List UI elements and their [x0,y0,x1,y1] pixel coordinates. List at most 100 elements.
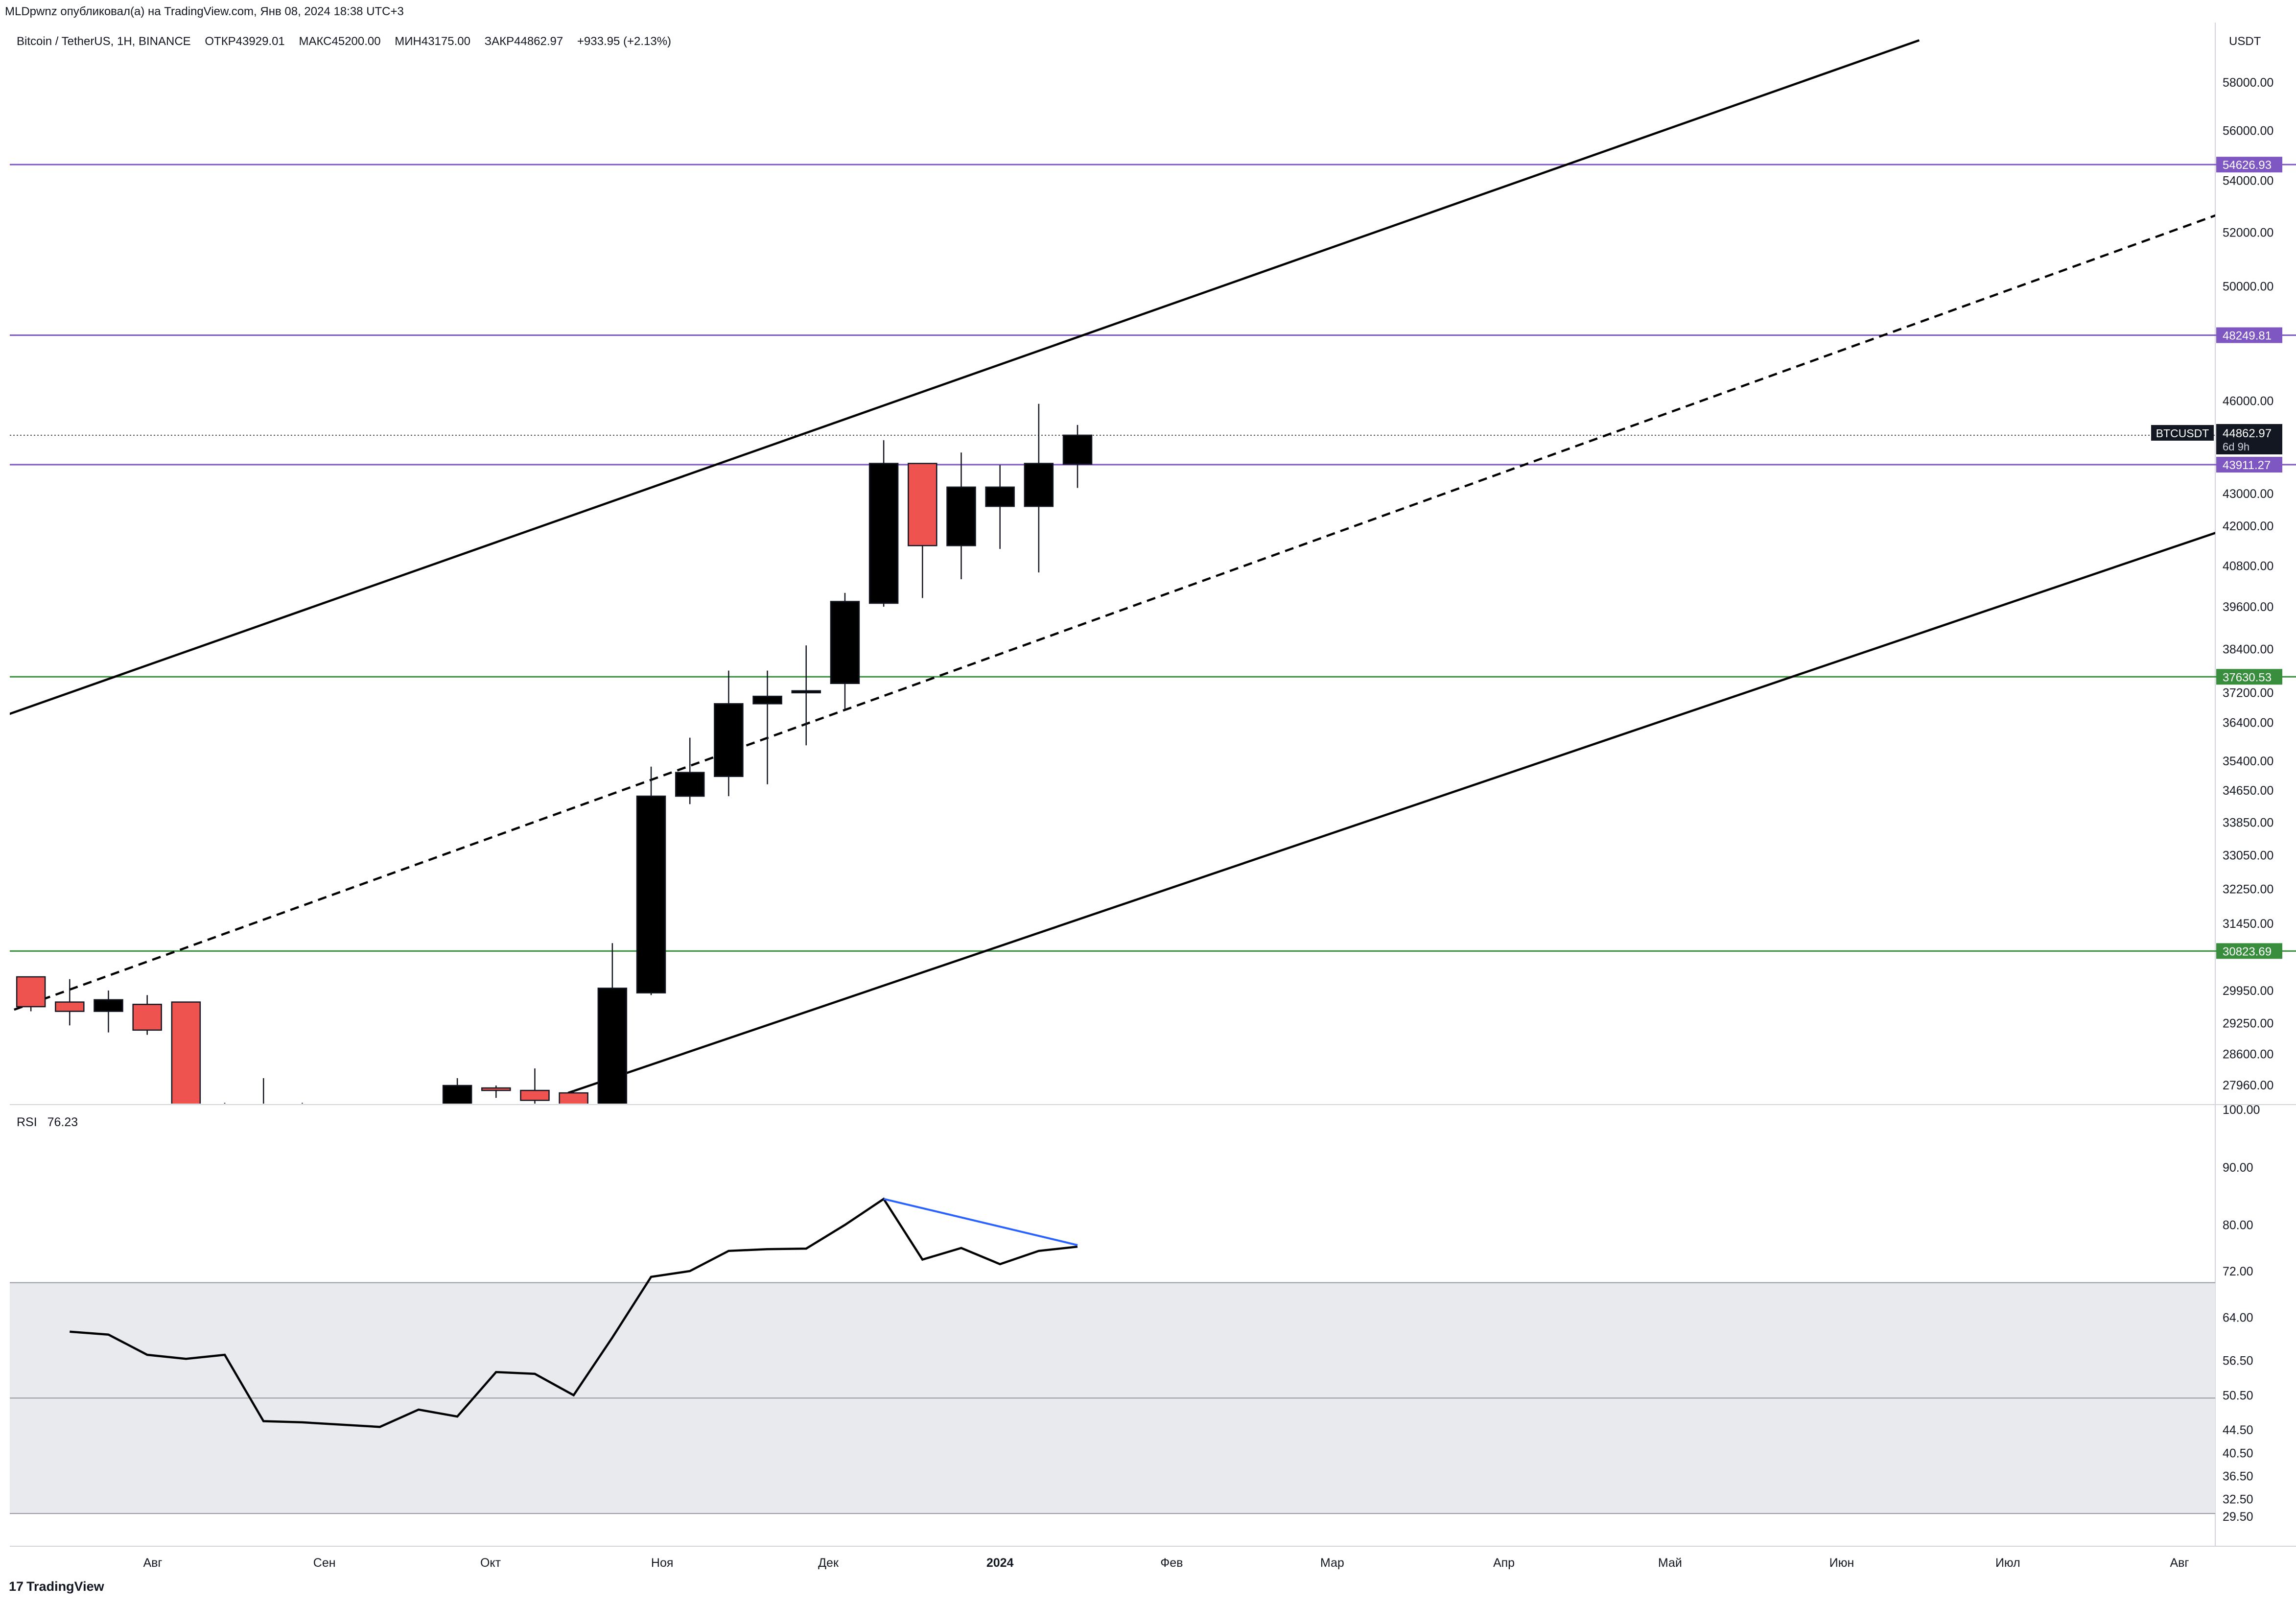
horizontal-levels [10,164,2296,952]
time-tick-label: Ноя [651,1556,674,1570]
rsi-tick-label: 90.00 [2223,1161,2253,1175]
channel-lower-line[interactable] [567,500,2296,1094]
candle[interactable] [132,995,162,1035]
ohlc-close: ЗАКР44862.97 [485,35,563,48]
rsi-value: 76.23 [47,1115,78,1129]
candle-body-down [132,1004,162,1031]
currency-label[interactable]: USDT [2229,35,2261,48]
candle[interactable] [442,1078,472,1113]
candle[interactable] [249,1078,278,1131]
candle[interactable] [714,670,744,797]
price-pane [10,23,2215,1104]
price-tick-label: 52000.00 [2223,226,2273,239]
time-tick-label: Мар [1320,1556,1344,1570]
price-channel[interactable] [0,39,2296,1094]
candle[interactable] [985,465,1015,549]
rsi-indicator [70,1197,1078,1428]
candle-body-up [404,1110,433,1118]
price-tick-label: 36400.00 [2223,716,2273,730]
candle[interactable] [211,1103,239,1128]
price-tick-label: 33850.00 [2223,816,2273,829]
candle[interactable] [0,972,6,1018]
candle[interactable] [327,1113,355,1138]
candles [0,403,1093,1138]
ohlc-low: МИН43175.00 [395,35,470,48]
candle[interactable] [791,645,821,746]
time-tick-label: Июн [1829,1556,1854,1570]
rsi-tick-label: 32.50 [2223,1493,2253,1507]
tradingview-icon: 17 [9,1579,24,1594]
candle[interactable] [675,737,705,804]
candle[interactable] [55,979,85,1026]
candle-body-down [171,1001,201,1104]
candle[interactable] [908,463,937,598]
time-tick-label: Окт [480,1556,501,1570]
price-tick-label: 31450.00 [2223,917,2273,931]
time-tick-label: Июл [1995,1556,2020,1570]
candle-body-up [714,703,744,777]
time-tick-label: Авг [2170,1556,2189,1570]
candle[interactable] [366,1110,394,1138]
tradingview-wordmark: TradingView [26,1579,104,1594]
price-tick-label: 34650.00 [2223,784,2273,798]
candle[interactable] [1062,425,1093,488]
level-tag-bg [2216,457,2282,473]
candle[interactable] [868,440,899,607]
price-tick-label: 56000.00 [2223,124,2273,138]
candle[interactable] [597,943,628,1108]
candle-body-up [868,463,899,604]
channel-upper-line[interactable] [0,39,1920,741]
level-tag-label: 48249.81 [2223,330,2272,343]
candle[interactable] [636,766,666,995]
rsi-tick-label: 56.50 [2223,1354,2253,1368]
candle-body-up [752,695,782,705]
price-tick-label: 39600.00 [2223,600,2273,614]
rsi-axis[interactable]: 100.00 90.00 80.00 72.00 64.00 56.50 50.50 44.5… [2223,1103,2260,1524]
candle[interactable] [830,592,860,709]
candle-body-up [1062,434,1093,465]
symbol-title: Bitcoin / TetherUS, 1Н, BINANCE [17,35,191,48]
candle[interactable] [288,1103,316,1130]
price-tick-label: 50000.00 [2223,280,2273,294]
rsi-line[interactable] [70,1197,1078,1428]
channel-middle-line[interactable] [0,181,2296,1040]
candle[interactable] [171,1001,201,1113]
symbol-tag-bg [2151,425,2214,441]
candle[interactable] [520,1068,550,1108]
last-price-tag-bg [2216,424,2282,454]
price-axis[interactable]: 58000.00 56000.00 54000.00 52000.00 50000.00… [2223,76,2273,1092]
level-tag-bg [2216,669,2282,685]
attribution: MLDpwnz опубликовал(а) на TradingView.co… [5,5,404,18]
candle[interactable] [752,670,782,784]
candle[interactable] [481,1086,511,1098]
candle[interactable] [404,1105,433,1135]
candle-body-up [985,486,1015,507]
candle-body-down [249,1118,278,1120]
candle[interactable] [946,452,976,579]
last-price-label: 44862.97 [2223,427,2272,440]
candle-body-down [327,1128,355,1133]
candle-body-down [55,1001,85,1012]
price-tick-label: 29950.00 [2223,984,2273,998]
tradingview-logo[interactable]: 17 TradingView [9,1579,104,1594]
candle-body-up [675,772,705,797]
rsi-tick-label: 36.50 [2223,1469,2253,1483]
rsi-tick-label: 64.00 [2223,1311,2253,1324]
candle-body-up [946,486,976,546]
level-tag-bg [2216,327,2282,343]
candle-body-up [442,1085,472,1104]
price-tick-label: 28600.00 [2223,1047,2273,1061]
candle[interactable] [94,991,123,1033]
candle[interactable] [559,1090,588,1108]
candle-body-up [597,988,628,1104]
level-labels: 54626.93 48249.81 43911.27 37630.53 30823.69 [2216,157,2282,959]
rsi-tick-label: 72.00 [2223,1265,2253,1278]
time-axis[interactable]: Авг Сен Окт Ноя Дек 2024 Фев Мар Апр Май Июн Июл Авг [143,1556,2189,1570]
rsi-divergence-line[interactable] [883,1198,1078,1246]
ohlc-change: +933.95 (+2.13%) [577,35,671,48]
candle[interactable] [1024,403,1054,573]
candle-body-up [636,795,666,993]
candle[interactable] [16,976,46,1012]
time-tick-label: Дек [818,1556,839,1570]
